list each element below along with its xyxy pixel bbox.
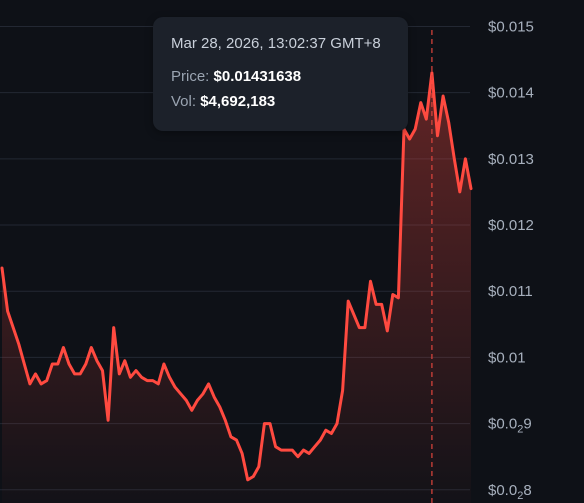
y-axis-ticks: $0.015 $0.014 $0.013 $0.012 $0.011 $0.01 $0.02…	[488, 18, 534, 501]
tooltip-price-value: $0.01431638	[213, 68, 302, 85]
tooltip-vol-row: Vol: $4,692,183	[171, 93, 390, 110]
y-tick-label: $0.011	[488, 283, 533, 300]
tooltip-date: Mar 28, 2026, 13:02:37 GMT+8	[171, 35, 381, 52]
y-tick-label: $0.028	[488, 482, 532, 502]
tooltip-vol-value: $4,692,183	[200, 93, 276, 110]
price-area-fill	[2, 72, 471, 503]
price-tooltip: Mar 28, 2026, 13:02:37 GMT+8 Price: $0.0…	[153, 17, 408, 131]
y-tick-label: $0.029	[488, 416, 532, 436]
price-line[interactable]	[0, 71, 473, 482]
y-tick-label: $0.012	[488, 217, 534, 234]
y-tick-label: $0.015	[488, 18, 534, 35]
y-tick-label: $0.014	[488, 85, 534, 102]
y-tick-label: $0.01	[488, 349, 526, 366]
y-tick-label: $0.013	[488, 151, 534, 168]
tooltip-price-label: Price:	[171, 68, 210, 85]
tooltip-vol-label: Vol:	[171, 93, 197, 110]
tooltip-price-row: Price: $0.01431638	[171, 68, 390, 85]
